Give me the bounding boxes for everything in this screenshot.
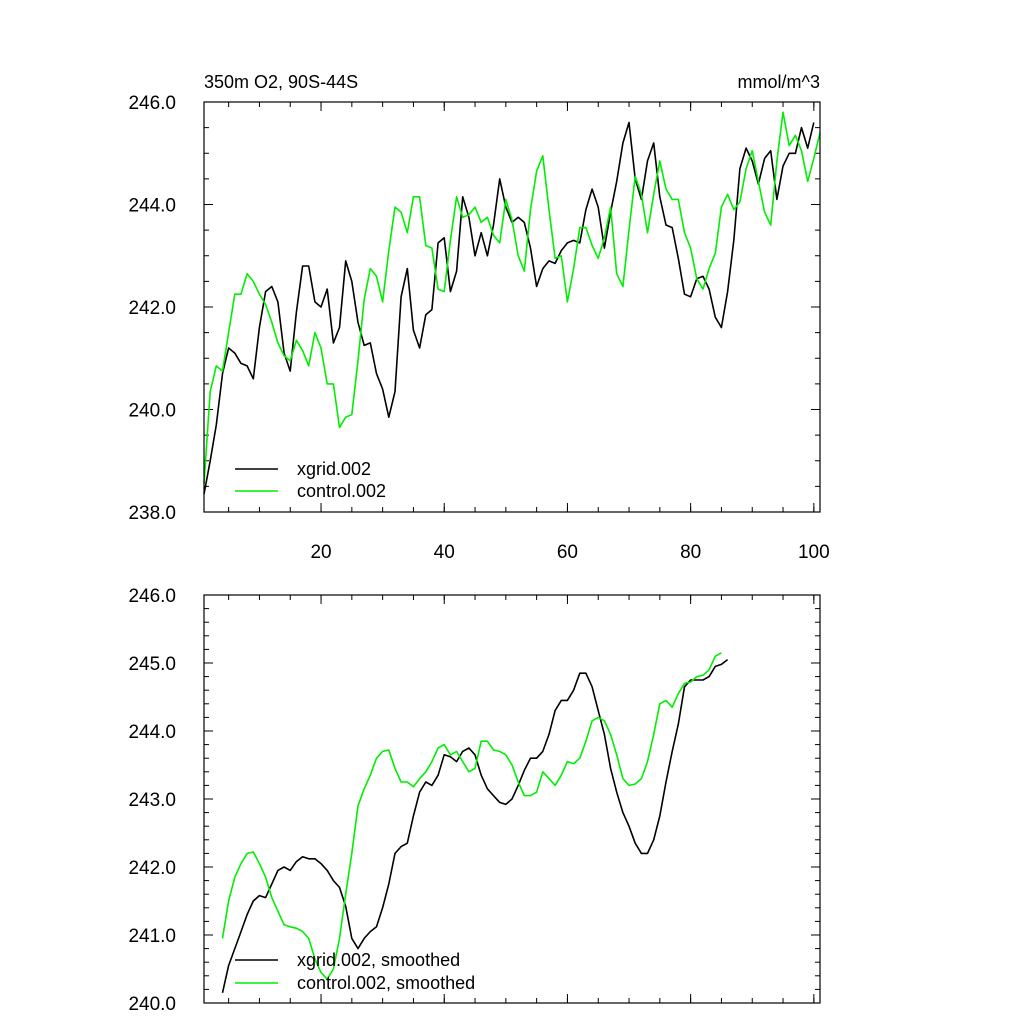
- x-tick-label: 40: [434, 542, 455, 563]
- legend-label-xgrid: xgrid.002: [297, 459, 371, 479]
- bottom-plot-frame: [203, 594, 821, 1004]
- y-tick-label: 238.0: [128, 503, 176, 524]
- x-tick-label: 100: [798, 542, 830, 563]
- y-tick-label: 244.0: [128, 196, 176, 217]
- top-legend: xgrid.002 control.002: [235, 459, 386, 501]
- y-tick-label: 246.0: [128, 586, 176, 607]
- top-series-lines: [203, 111, 821, 495]
- legend-label-control-smoothed: control.002, smoothed: [297, 973, 475, 993]
- series-line-control-002: [203, 111, 821, 484]
- bottom-series-lines: [221, 652, 729, 993]
- x-tick-label: 20: [310, 542, 331, 563]
- y-tick-label: 241.0: [128, 926, 176, 947]
- series-line-xgrid-002: [203, 121, 815, 495]
- series-line-control-002-smoothed: [221, 652, 722, 980]
- top-plot-frame: [203, 101, 821, 513]
- y-tick-label: 243.0: [128, 790, 176, 811]
- y-tick-label: 242.0: [128, 298, 176, 319]
- x-tick-label: 80: [680, 542, 701, 563]
- y-tick-label: 240.0: [128, 994, 176, 1015]
- y-tick-label: 240.0: [128, 401, 176, 422]
- legend-label-xgrid-smoothed: xgrid.002, smoothed: [297, 950, 460, 970]
- x-tick-label: 60: [557, 542, 578, 563]
- y-tick-label: 242.0: [128, 858, 176, 879]
- series-line-xgrid-002-smoothed: [221, 658, 729, 993]
- bottom-legend: xgrid.002, smoothed control.002, smoothe…: [235, 950, 475, 993]
- top-panel: 350m O2, 90S-44S mmol/m^3 238.0 240.0 242.…: [128, 72, 829, 563]
- y-tick-label: 245.0: [128, 654, 176, 675]
- y-tick-label: 246.0: [128, 93, 176, 114]
- bottom-axis-ticks: 240.0 241.0 242.0 243.0 244.0 245.0 246.0: [128, 586, 820, 1015]
- legend-label-control: control.002: [297, 481, 386, 501]
- chart-title: 350m O2, 90S-44S: [204, 72, 358, 92]
- units-label: mmol/m^3: [738, 72, 820, 92]
- y-tick-label: 244.0: [128, 722, 176, 743]
- top-axis-ticks: 238.0 240.0 242.0 244.0 246.0 20 40 60 80 100: [128, 93, 829, 563]
- bottom-panel: 240.0 241.0 242.0 243.0 244.0 245.0 246.0 xgri…: [128, 586, 821, 1015]
